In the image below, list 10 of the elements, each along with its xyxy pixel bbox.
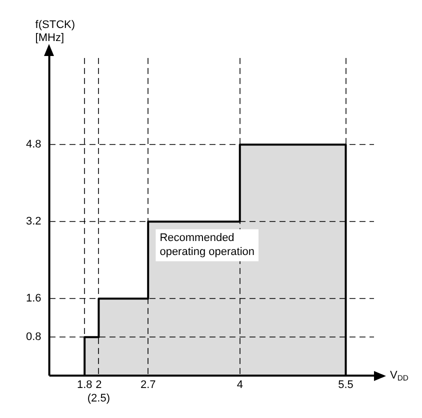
x-tick-label: 5.5 [338, 379, 354, 392]
y-tick-label: 4.8 [26, 138, 42, 151]
y-tick-label: 3.2 [26, 216, 42, 228]
x-tick-label: 2.7 [140, 379, 156, 392]
y-tick-label: 0.8 [26, 331, 42, 344]
y-tick-label: 1.6 [26, 292, 42, 305]
annotation: Recommended operating operation [160, 232, 254, 258]
x-tick-label: 4 [236, 379, 243, 392]
x-tick-label: 1.8 [76, 379, 92, 392]
y-axis-title: f(STCK) [MHz] [35, 19, 76, 44]
